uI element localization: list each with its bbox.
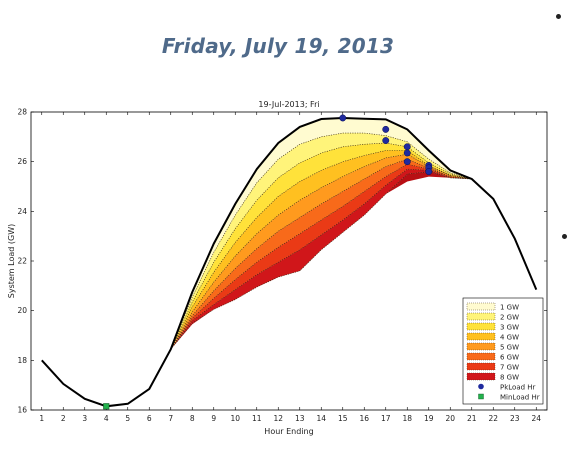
x-tick-label: 15 <box>338 414 348 423</box>
legend-label: PkLoad Hr <box>500 384 536 392</box>
pkload-point <box>382 137 390 145</box>
boundary-3gw <box>170 150 472 350</box>
boundary-2gw <box>170 142 472 350</box>
legend-pkload-marker <box>478 383 484 390</box>
x-tick-label: 4 <box>104 414 109 423</box>
x-tick-label: 12 <box>273 414 283 423</box>
boundary-5gw <box>170 158 472 350</box>
pkload-point <box>425 168 433 176</box>
x-tick-label: 19 <box>424 414 434 423</box>
system-load-line <box>41 116 538 408</box>
x-tick-label: 6 <box>147 414 152 423</box>
boundary-4gw <box>170 153 472 350</box>
x-tick-label: 7 <box>168 414 173 423</box>
legend-swatch <box>466 372 496 381</box>
y-tick-label: 26 <box>17 157 27 166</box>
legend-swatch <box>466 332 496 341</box>
x-tick-label: 13 <box>295 414 305 423</box>
legend-label: 4 GW <box>500 334 519 342</box>
boundary-8gw <box>170 171 472 350</box>
legend: 1 GW 2 GW 3 GW 4 GW 5 GW 6 GW 7 GW 8 GW PkLoad H… <box>462 297 544 405</box>
legend-label: 8 GW <box>500 374 519 382</box>
x-tick-label: 9 <box>211 414 216 423</box>
y-tick-label: 18 <box>17 356 27 365</box>
x-tick-label: 20 <box>445 414 455 423</box>
legend-label: 7 GW <box>500 364 519 372</box>
legend-swatch <box>466 362 496 371</box>
slide-bullet-middle <box>562 234 567 239</box>
legend-swatch <box>466 302 496 311</box>
x-tick-label: 17 <box>381 414 391 423</box>
band-boundaries <box>170 132 472 350</box>
x-tick-label: 18 <box>402 414 412 423</box>
slide-bullet-top <box>556 14 561 19</box>
y-tick-label: 28 <box>17 108 27 117</box>
x-tick-label: 3 <box>82 414 87 423</box>
legend-swatch <box>466 352 496 361</box>
minload-point <box>103 403 110 410</box>
y-tick-label: 16 <box>17 406 27 415</box>
pkload-point <box>403 158 411 166</box>
band-5gw <box>170 154 472 350</box>
x-tick-label: 5 <box>125 414 130 423</box>
x-tick-label: 22 <box>488 414 498 423</box>
pkload-point <box>403 143 411 151</box>
x-tick-label: 23 <box>510 414 520 423</box>
legend-label: MinLoad Hr <box>500 394 540 402</box>
pkload-point <box>339 114 347 122</box>
x-tick-label: 14 <box>316 414 326 423</box>
x-tick-label: 2 <box>61 414 66 423</box>
marker-points <box>103 114 433 410</box>
x-tick-label: 21 <box>467 414 477 423</box>
x-tick-label: 11 <box>252 414 262 423</box>
x-tick-label: 10 <box>230 414 240 423</box>
legend-swatch <box>466 322 496 331</box>
x-tick-label: 24 <box>531 414 541 423</box>
x-tick-label: 16 <box>359 414 369 423</box>
y-tick-label: 22 <box>17 257 27 266</box>
legend-label: 1 GW <box>500 304 519 312</box>
pkload-point <box>403 149 411 157</box>
y-tick-label: 20 <box>17 306 27 315</box>
slide-title: Friday, July 19, 2013 <box>161 34 395 58</box>
reduction-bands <box>170 118 472 350</box>
band-4gw <box>170 150 472 350</box>
band-3gw <box>170 143 472 350</box>
x-tick-label: 1 <box>39 414 44 423</box>
boundary-1gw <box>170 132 472 350</box>
boundary-6gw <box>170 163 472 350</box>
legend-label: 2 GW <box>500 314 519 322</box>
y-tick-label: 24 <box>17 207 27 216</box>
legend-swatch <box>466 342 496 351</box>
chart-title: 19-Jul-2013; Fri <box>258 100 319 109</box>
axes: 1 2 3 4 5 6 7 8 9 10 11 12 13 14 15 16 17 18 19 20 21 22 23 241… <box>17 108 547 423</box>
x-tick-label: 8 <box>190 414 195 423</box>
x-axis-label: Hour Ending <box>264 427 313 436</box>
legend-label: 5 GW <box>500 344 519 352</box>
y-axis-label: System Load (GW) <box>7 224 16 298</box>
legend-minload-marker <box>478 393 484 400</box>
legend-label: 6 GW <box>500 354 519 362</box>
pkload-point <box>382 125 390 133</box>
legend-label: 3 GW <box>500 324 519 332</box>
legend-swatch <box>466 312 496 321</box>
